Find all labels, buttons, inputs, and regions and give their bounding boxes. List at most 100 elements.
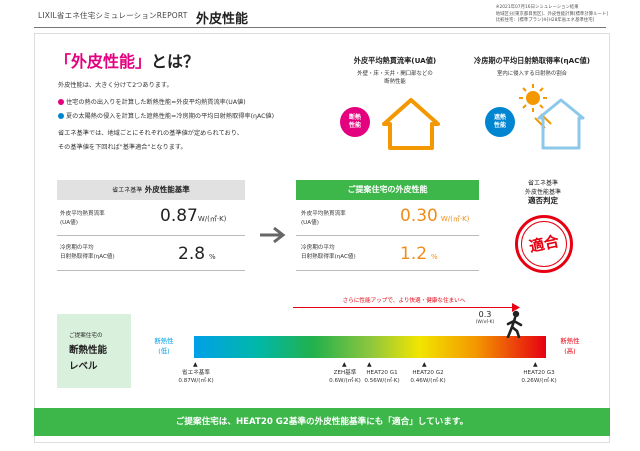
value-number: 0.30 [400,206,438,226]
ua-panel-sub: 外壁・床・天井・開口部などの 断熱性能 [335,70,455,86]
tick-line: 0.26W/(㎡·K) [521,377,557,384]
proposed-eta-label: 冷房期の平均 日射熱取得率(ηAC値) [301,244,356,262]
badge-line: 遮熱 [493,114,506,121]
tick-label-g3: HEAT20 G3 0.26W/(㎡·K) [506,370,572,385]
value-unit: W/(㎡·K) [197,215,227,223]
end-line: (高) [564,347,576,355]
label-line: 日射熱取得率(ηAC値) [301,254,356,260]
walking-person-icon [506,310,523,338]
end-line: 断熱性 [560,337,580,345]
tick-line: HEAT20 G2 [412,370,444,376]
intro-lead: 外皮性能は、大きく分けて2つあります。 [58,82,173,89]
tick-marker-icon: ▲ [367,361,372,368]
content-frame [34,33,610,443]
value-unit: % [431,253,438,261]
value-number: 1.2 [400,244,428,264]
proposed-eta-value: 1.2% [400,244,438,264]
value-unit: % [209,253,216,261]
tick-marker-icon: ▲ [342,361,347,368]
ua-sub-line: 外壁・床・天井・開口部などの [357,71,433,77]
bullet-text: 住宅の熱の出入りを計算した断熱性能=外皮平均熱貫流率(UA値) [66,99,246,106]
header-divider [34,27,606,28]
tick-marker-icon: ▲ [422,361,427,368]
section-heading: 「外皮性能」とは？ [55,48,199,72]
tick-label-standard: 省エネ基準 0.87W/(㎡·K) [165,370,227,385]
note-line: 地域区分[東京都目黒区]、外皮性能計算[標準計算ルート] [495,11,608,17]
heading-rest: とは？ [151,52,200,71]
label-line: 日射熱取得率(ηAC値) [60,254,115,260]
label-line: (UA値) [301,220,319,226]
bullet-solar: 夏の太陽熱の侵入を計算した遮熱性能=冷房期の平均日射熱取得率(ηAC値) [58,111,274,120]
eta-panel-sub: 室内に侵入する日射熱の割合 [462,70,602,78]
current-level-readout: 0.3 (W/㎡·K) [472,311,498,327]
report-note: ※2021年07月16日シミュレーション結果 地域区分[東京都目黒区]、外皮性能… [496,5,608,25]
proposed-ua-label: 外皮平均熱貫流率 (UA値) [301,210,346,228]
ua-panel-title: 外皮平均熱貫流率(UA値) [353,56,437,65]
tick-line: HEAT20 G3 [523,370,555,376]
label-line: 外皮平均熱貫流率 [60,211,105,217]
standard-heading: 省エネ基準 外皮性能基準 [57,180,245,200]
house-sun-icon [519,84,585,150]
level-box-line: ご提案住宅の [69,333,103,339]
low-end-label: 断熱性 (低) [144,336,184,356]
body-text: その基準値を下回れば"基準適合"となります。 [58,144,187,151]
value-number: 0.87 [160,206,198,226]
verdict-big: 適否判定 [528,196,558,205]
ua-sub-line: 断熱性能 [384,79,406,85]
verdict-label: 省エネ基準 外皮性能基準 適否判定 [498,180,588,206]
level-box-line: 断熱性能 [69,345,108,356]
badge-line: 性能 [348,122,361,129]
tick-label-zeh: ZEH基準 0.6W/(㎡·K) [314,370,376,385]
row-divider [296,270,479,271]
bullet-text: 夏の太陽熱の侵入を計算した遮熱性能=冷房期の平均日射熱取得率(ηAC値) [66,113,275,120]
tick-line: 0.6W/(㎡·K) [329,377,361,384]
label-line: (UA値) [60,220,78,226]
standard-heading-prefix: 省エネ基準 [112,187,143,194]
tick-line: HEAT20 G1 [366,370,398,376]
tick-line: 省エネ基準 [182,370,210,376]
blue-dot-icon [58,112,64,119]
high-end-label: 断熱性 (高) [550,336,590,356]
body-text: 省エネ基準では、地域ごとにそれぞれの基準値が定められており、 [58,130,243,137]
improve-arrow-label: さらに性能アップで、より快適・健康な住まいへ [342,298,466,304]
tick-line: 0.56W/(㎡·K) [364,377,400,384]
standard-ua-value: 0.87W/(㎡·K) [160,206,226,226]
result-banner: ご提案住宅は、HEAT20 G2基準の外皮性能基準にも「適合」しています。 [34,408,610,436]
tick-line: ZEH基準 [333,370,357,376]
improve-arrow-line [293,307,517,308]
tick-marker-icon: ▲ [193,361,198,368]
bullet-insulation: 住宅の熱の出入りを計算した断熱性能=外皮平均熱貫流率(UA値) [58,97,246,106]
value-number: 2.8 [178,244,206,264]
tick-line: 0.87W/(㎡·K) [178,377,214,384]
standard-ua-label: 外皮平均熱貫流率 (UA値) [60,210,105,228]
verdict-line: 省エネ基準 [527,180,558,187]
insulation-badge: 断熱 性能 [340,107,370,137]
note-line: ※2021年07月16日シミュレーション結果 [495,5,579,10]
level-label-box: ご提案住宅の 断熱性能 レベル [57,314,131,388]
label-line: 外皮平均熱貫流率 [301,211,346,217]
badge-line: 断熱 [348,114,361,121]
verdict-line: 外皮性能基準 [524,188,561,196]
tick-label-g1: HEAT20 G1 0.56W/(㎡·K) [350,370,414,385]
eta-sub-line: 室内に侵入する日射熱の割合 [496,71,568,77]
tick-label-g2: HEAT20 G2 0.46W/(㎡·K) [396,370,460,385]
row-divider [57,270,245,271]
level-box-line: レベル [69,361,98,372]
proposed-heading: ご提案住宅の外皮性能 [296,180,479,200]
eta-panel-title: 冷房期の平均日射熱取得率(ηAC値) [474,56,590,65]
tick-marker-icon: ▲ [533,361,538,368]
tick-line: 0.46W/(㎡·K) [410,377,446,384]
arrow-head-icon [512,303,520,312]
badge-line: 性能 [493,122,506,129]
insulation-gradient-bar [194,336,546,358]
end-line: (低) [158,347,170,355]
pink-dot-icon [58,98,64,105]
row-divider [296,235,479,236]
row-divider [57,235,245,236]
house-insulation-icon [382,98,440,150]
shade-badge: 遮熱 性能 [485,107,515,137]
label-line: 冷房期の平均 [301,245,335,251]
standard-eta-value: 2.8% [178,244,216,264]
arrow-right-icon [260,226,286,244]
heading-keyword: 「外皮性能」 [55,52,152,71]
